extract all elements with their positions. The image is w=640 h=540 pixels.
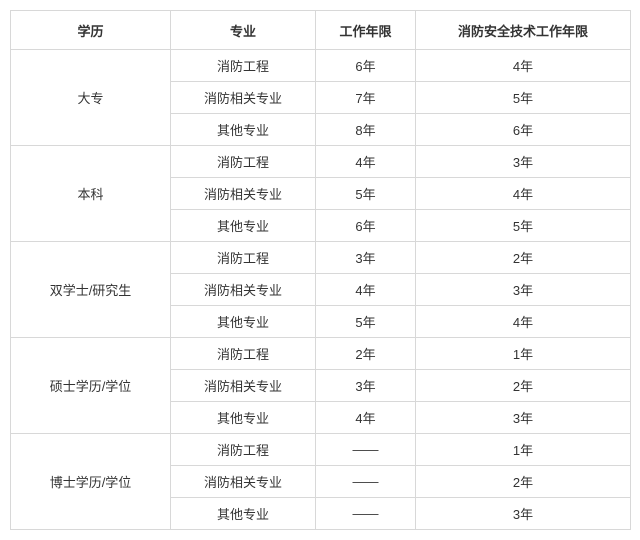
cell-work: ——	[316, 498, 416, 530]
cell-major: 其他专业	[171, 498, 316, 530]
cell-fire: 3年	[416, 146, 631, 178]
qualification-table: 学历 专业 工作年限 消防安全技术工作年限 大专 消防工程 6年 4年 消防相关…	[10, 10, 631, 530]
cell-education: 博士学历/学位	[11, 434, 171, 530]
cell-fire: 6年	[416, 114, 631, 146]
cell-work: 5年	[316, 306, 416, 338]
cell-fire: 5年	[416, 82, 631, 114]
cell-work: 3年	[316, 370, 416, 402]
cell-fire: 5年	[416, 210, 631, 242]
table-row: 硕士学历/学位 消防工程 2年 1年	[11, 338, 631, 370]
cell-work: 6年	[316, 210, 416, 242]
cell-education: 双学士/研究生	[11, 242, 171, 338]
cell-fire: 4年	[416, 306, 631, 338]
table-row: 双学士/研究生 消防工程 3年 2年	[11, 242, 631, 274]
cell-work: 2年	[316, 338, 416, 370]
cell-major: 消防工程	[171, 434, 316, 466]
header-fire-years: 消防安全技术工作年限	[416, 11, 631, 50]
table-row: 大专 消防工程 6年 4年	[11, 50, 631, 82]
cell-major: 消防相关专业	[171, 370, 316, 402]
cell-major: 消防相关专业	[171, 466, 316, 498]
cell-work: ——	[316, 466, 416, 498]
cell-work: 4年	[316, 402, 416, 434]
cell-fire: 2年	[416, 466, 631, 498]
cell-fire: 4年	[416, 178, 631, 210]
cell-education: 大专	[11, 50, 171, 146]
cell-major: 消防相关专业	[171, 82, 316, 114]
cell-major: 消防相关专业	[171, 178, 316, 210]
cell-fire: 4年	[416, 50, 631, 82]
cell-major: 其他专业	[171, 402, 316, 434]
cell-work: 5年	[316, 178, 416, 210]
cell-work: 3年	[316, 242, 416, 274]
cell-major: 消防工程	[171, 242, 316, 274]
cell-fire: 1年	[416, 338, 631, 370]
cell-education: 本科	[11, 146, 171, 242]
cell-major: 其他专业	[171, 114, 316, 146]
cell-fire: 2年	[416, 370, 631, 402]
table-row: 博士学历/学位 消防工程 —— 1年	[11, 434, 631, 466]
table-header-row: 学历 专业 工作年限 消防安全技术工作年限	[11, 11, 631, 50]
cell-work: 6年	[316, 50, 416, 82]
header-work-years: 工作年限	[316, 11, 416, 50]
cell-fire: 3年	[416, 274, 631, 306]
header-major: 专业	[171, 11, 316, 50]
cell-work: 8年	[316, 114, 416, 146]
cell-major: 消防相关专业	[171, 274, 316, 306]
cell-work: 4年	[316, 274, 416, 306]
cell-work: 4年	[316, 146, 416, 178]
cell-major: 其他专业	[171, 210, 316, 242]
cell-fire: 3年	[416, 498, 631, 530]
cell-major: 消防工程	[171, 50, 316, 82]
cell-fire: 1年	[416, 434, 631, 466]
cell-fire: 3年	[416, 402, 631, 434]
cell-work: 7年	[316, 82, 416, 114]
cell-major: 其他专业	[171, 306, 316, 338]
table-body: 大专 消防工程 6年 4年 消防相关专业 7年 5年 其他专业 8年 6年 本科…	[11, 50, 631, 530]
cell-major: 消防工程	[171, 338, 316, 370]
cell-major: 消防工程	[171, 146, 316, 178]
header-education: 学历	[11, 11, 171, 50]
cell-fire: 2年	[416, 242, 631, 274]
cell-education: 硕士学历/学位	[11, 338, 171, 434]
cell-work: ——	[316, 434, 416, 466]
table-row: 本科 消防工程 4年 3年	[11, 146, 631, 178]
